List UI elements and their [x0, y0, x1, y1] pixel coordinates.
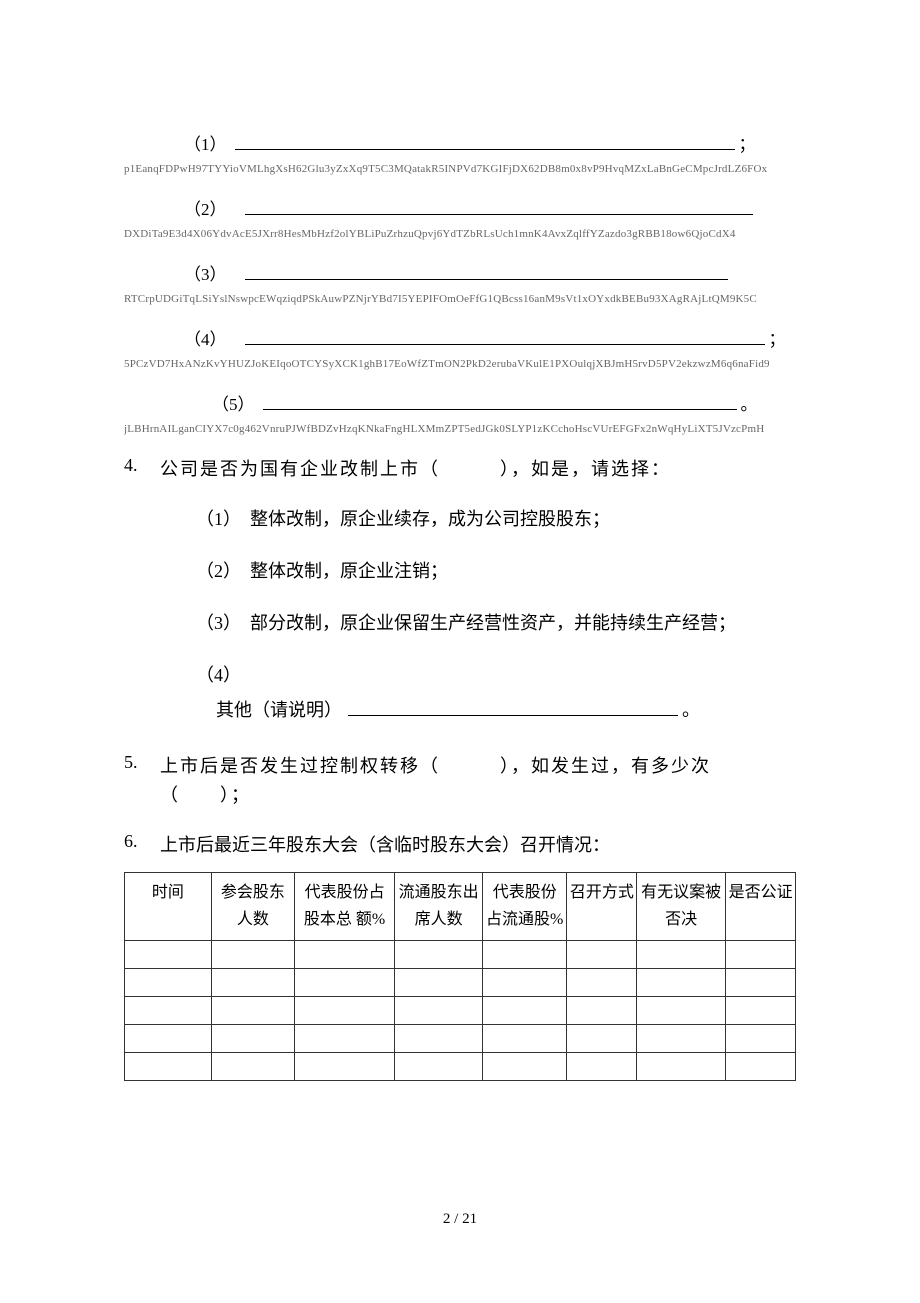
th-circ-pct: 代表股份占流通股% [482, 873, 566, 940]
meetings-table: 时间 参会股东人数 代表股份占股本总 额% 流通股东出席人数 代表股份占流通股%… [124, 872, 796, 1080]
page-footer: 2 / 21 [0, 1211, 920, 1228]
item-5-num: （5） [212, 390, 255, 415]
blank-items-section: （1） ； p1EanqFDPwH97TYYioVMLhgXsH62Glu3yZ… [124, 130, 796, 435]
q4-opt4-underline [348, 702, 678, 716]
th-attendees: 参会股东人数 [211, 873, 294, 940]
item-3-hash: RTCrpUDGiTqLSiYslNswpcEWqziqdPSkAuwPZNjr… [124, 293, 796, 305]
table-body [125, 940, 796, 1080]
meetings-table-wrap: 时间 参会股东人数 代表股份占股本总 额% 流通股东出席人数 代表股份占流通股%… [124, 872, 796, 1080]
th-vetoed: 有无议案被否决 [637, 873, 726, 940]
table-row [125, 1024, 796, 1052]
question-4: 4. 公司是否为国有企业改制上市（ ），如是，请选择： [124, 455, 796, 484]
q4-opt4-num: （4） [196, 665, 241, 685]
q4-options: （1） 整体改制，原企业续存，成为公司控股股东； （2） 整体改制，原企业注销；… [196, 506, 796, 724]
th-method: 召开方式 [567, 873, 637, 940]
q4-opt-4: （4） 其他（请说明） 。 [196, 662, 796, 724]
table-row [125, 1052, 796, 1080]
q4-opt-2: （2） 整体改制，原企业注销； [196, 558, 796, 585]
item-4-num: （4） [184, 325, 227, 350]
item-2-num: （2） [184, 195, 227, 220]
q4-opt4-label: 其他（请说明） [216, 697, 342, 724]
q6-text: 上市后最近三年股东大会（含临时股东大会）召开情况： [160, 831, 610, 860]
item-2-hash: DXDiTa9E3d4X06YdvAcE5JXrr8HesMbHzf2olYBL… [124, 228, 796, 240]
th-time: 时间 [125, 873, 212, 940]
th-notarized: 是否公证 [726, 873, 796, 940]
item-3-row: （3） [184, 260, 796, 285]
q4-num: 4. [124, 455, 160, 476]
q5-text: 上市后是否发生过控制权转移（ ），如发生过，有多少次（ ）； [160, 752, 796, 810]
item-1-underline [235, 136, 735, 150]
question-5: 5. 上市后是否发生过控制权转移（ ），如发生过，有多少次（ ）； [124, 752, 796, 810]
item-5-hash: jLBHrnAILganCIYX7c0g462VnruPJWfBDZvHzqKN… [124, 423, 796, 435]
table-row [125, 996, 796, 1024]
item-1-num: （1） [184, 130, 227, 155]
item-4-underline [245, 331, 765, 345]
q4-text: 公司是否为国有企业改制上市（ ），如是，请选择： [160, 455, 671, 484]
th-share-pct: 代表股份占股本总 额% [294, 873, 394, 940]
item-1-trail: ； [739, 130, 756, 155]
question-6: 6. 上市后最近三年股东大会（含临时股东大会）召开情况： [124, 831, 796, 860]
table-row [125, 940, 796, 968]
item-1-row: （1） ； [184, 130, 796, 155]
q4-opt-1: （1） 整体改制，原企业续存，成为公司控股股东； [196, 506, 796, 533]
item-4-row: （4） ； [184, 325, 796, 350]
item-5-underline [263, 396, 737, 410]
item-3-underline [245, 266, 728, 280]
item-2-underline [245, 201, 753, 215]
th-circ-attendees: 流通股东出席人数 [395, 873, 483, 940]
item-2-row: （2） [184, 195, 796, 220]
table-header-row: 时间 参会股东人数 代表股份占股本总 额% 流通股东出席人数 代表股份占流通股%… [125, 873, 796, 940]
q4-opt-3: （3） 部分改制，原企业保留生产经营性资产，并能持续生产经营； [196, 610, 796, 637]
q6-num: 6. [124, 831, 160, 852]
item-4-hash: 5PCzVD7HxANzKvYHUZJoKEIqoOTCYSyXCK1ghB17… [124, 358, 796, 370]
q4-opt4-trail: 。 [682, 697, 700, 724]
item-3-num: （3） [184, 260, 227, 285]
q5-num: 5. [124, 752, 160, 773]
item-5-row: （5） 。 [212, 390, 796, 415]
table-row [125, 968, 796, 996]
item-4-trail: ； [769, 325, 786, 350]
item-1-hash: p1EanqFDPwH97TYYioVMLhgXsH62Glu3yZxXq9T5… [124, 163, 796, 175]
item-5-trail: 。 [741, 390, 758, 415]
